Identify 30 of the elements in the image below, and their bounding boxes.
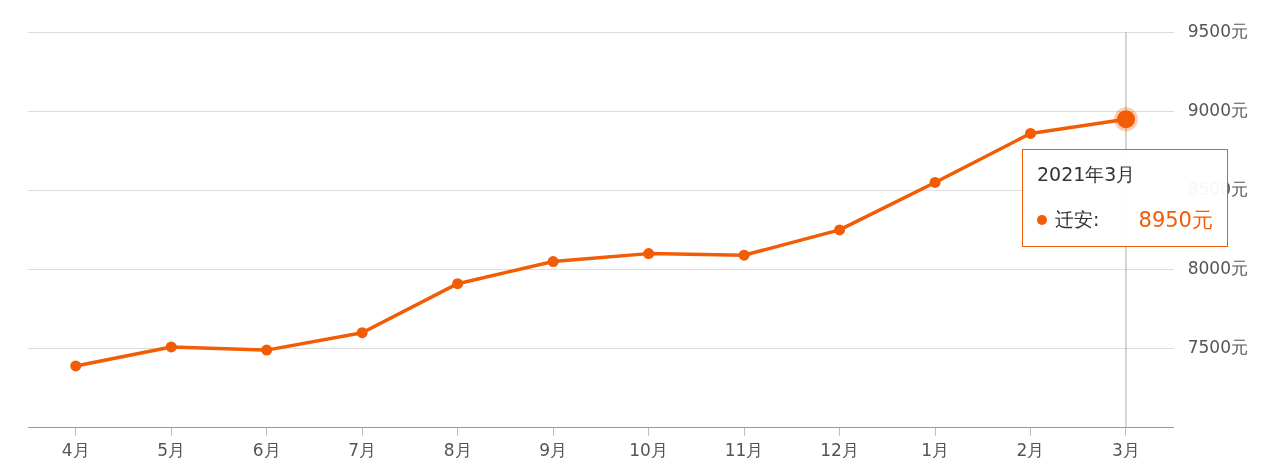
x-tick-label: 11月 [724,440,764,461]
point [452,278,464,290]
point [261,344,273,356]
y-tick-label: 7500元 [1187,336,1248,357]
y-tick-label: 9000元 [1187,99,1248,120]
y-tick-label: 8000元 [1187,257,1248,278]
point [70,360,82,372]
x-tick-label: 3月 [1112,440,1140,461]
x-tick-label: 2月 [1016,440,1045,461]
point [834,224,846,236]
point [738,249,750,261]
x-tick-label: 9月 [539,440,568,461]
point [356,327,368,339]
point [547,256,559,268]
point [929,176,941,188]
x-tick-label: 5月 [157,440,186,461]
x-tick-label: 8月 [443,440,472,461]
point [643,248,655,260]
x-tick-label: 4月 [61,440,90,461]
point [1025,127,1037,139]
annotation: 8950元 [1138,207,1213,235]
annotation: 2021年3月 [1036,163,1136,186]
x-tick-label: 7月 [348,440,377,461]
x-tick-label: 6月 [252,440,281,461]
legend-label: 迁安: [1054,207,1100,233]
y-tick-label: 9500元 [1187,20,1248,41]
point [165,341,177,353]
x-tick-label: 1月 [921,440,949,461]
x-tick-label: 10月 [629,440,668,461]
x-tick-label: 12月 [820,440,859,461]
